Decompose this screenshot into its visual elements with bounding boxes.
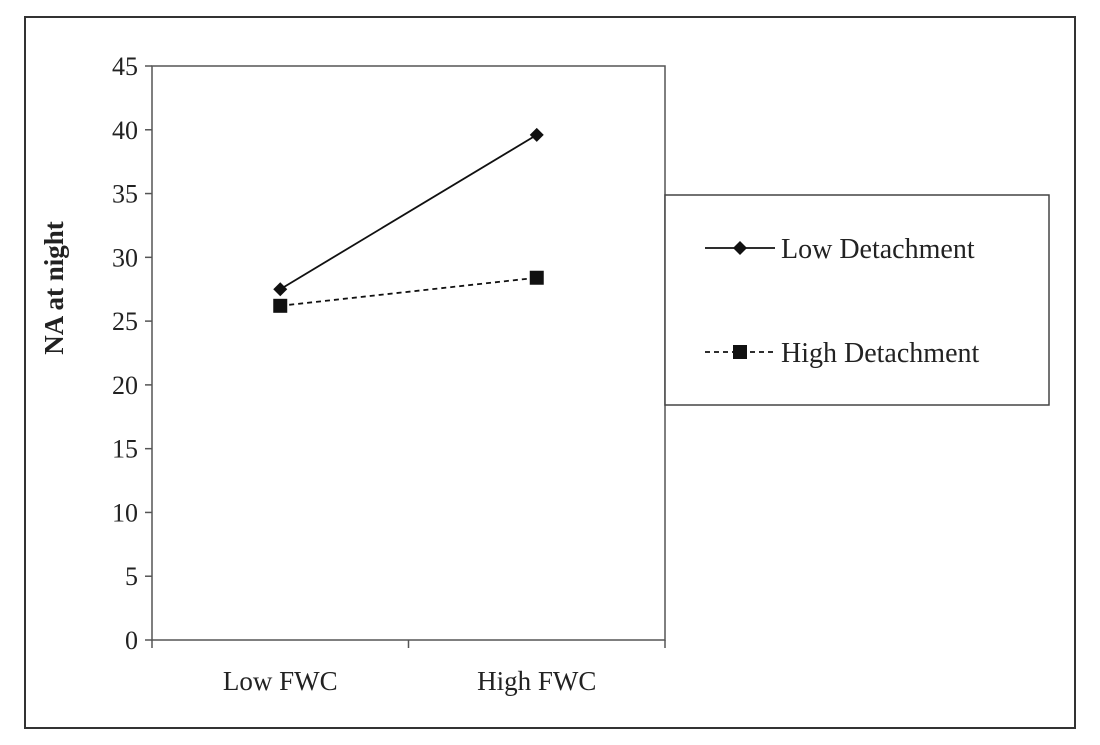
- legend-box: [664, 194, 1050, 406]
- legend-item: Low Detachment: [705, 234, 975, 265]
- y-tick-label: 40: [112, 116, 138, 145]
- series-2: [273, 270, 544, 313]
- legend-item: High Detachment: [705, 338, 979, 369]
- legend-label: Low Detachment: [781, 234, 975, 265]
- y-tick-label: 5: [125, 562, 138, 591]
- legend-marker: [733, 345, 747, 359]
- data-point: [529, 270, 544, 285]
- y-tick-label: 10: [112, 498, 138, 527]
- data-point: [273, 282, 288, 297]
- y-tick-label: 45: [112, 52, 138, 81]
- series-line: [279, 134, 538, 290]
- plot-area: [151, 65, 666, 641]
- series-line: [280, 276, 537, 307]
- legend: Low Detachment High Detachment: [664, 194, 1050, 406]
- y-tick-label: 25: [112, 307, 138, 336]
- y-tick-label: 20: [112, 371, 138, 400]
- y-axis: 0 5 10 15 20 25 30 35 40 45: [112, 52, 152, 655]
- y-tick-label: 15: [112, 435, 138, 464]
- x-category-label: High FWC: [477, 666, 596, 696]
- data-point: [273, 298, 288, 313]
- y-axis-title: NA at night: [39, 221, 69, 355]
- y-tick-label: 0: [125, 626, 138, 655]
- series-layer: [273, 127, 544, 313]
- legend-label: High Detachment: [781, 338, 979, 369]
- data-point: [529, 127, 544, 142]
- x-category-label: Low FWC: [223, 666, 338, 696]
- legend-marker: [733, 241, 747, 255]
- series-1: [273, 127, 544, 297]
- x-axis: Low FWC High FWC: [151, 640, 666, 696]
- y-tick-label: 30: [112, 243, 138, 272]
- y-tick-label: 35: [112, 180, 138, 209]
